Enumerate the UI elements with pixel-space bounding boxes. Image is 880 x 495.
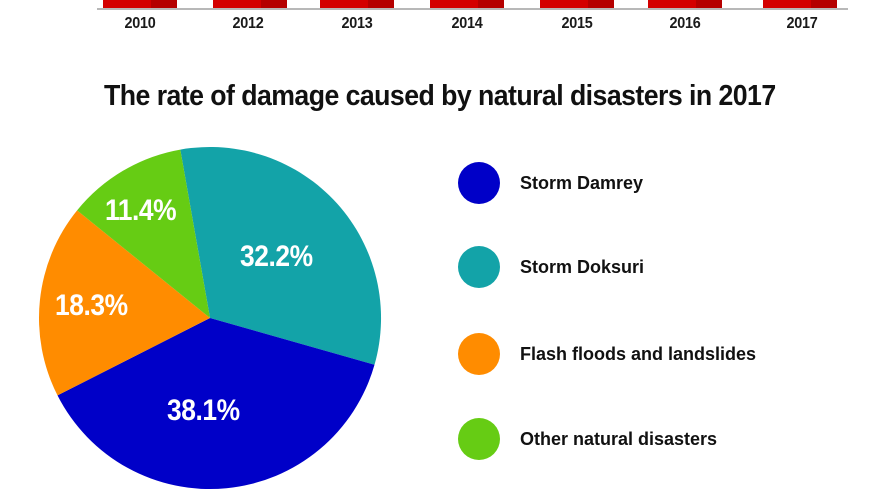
x-tick-label: 2012 [232,15,264,32]
bar-side [588,0,614,8]
pie-slice-other-disasters [77,149,210,318]
legend-label: Storm Doksuri [520,256,645,277]
bar-2016 [648,0,722,8]
x-tick-label: 2010 [124,15,156,32]
bar-2014 [430,0,504,8]
legend-label: Storm Damrey [520,172,644,193]
bar-side [151,0,177,8]
bar-2015 [540,0,614,8]
bar-side [478,0,504,8]
pie-slice-flash-floods [38,210,211,396]
bar-2010 [103,0,177,8]
legend-item-flash-floods: Flash floods and landslides [458,332,756,376]
bar-2017 [763,0,837,8]
bar-2012 [213,0,287,8]
bar-chart-fragment: 2010 2012 2013 2014 2015 2016 2017 [0,0,880,40]
pie-label-storm-damrey: 38.1% [167,394,240,427]
x-tick-label: 2015 [561,15,593,32]
pie-label-storm-doksuri: 32.2% [240,240,313,273]
legend-dot-icon [458,162,500,204]
legend-item-storm-doksuri: Storm Doksuri [458,245,644,289]
x-tick-label: 2016 [669,15,701,32]
chart-title: The rate of damage caused by natural dis… [104,80,776,112]
x-axis-line [97,8,848,10]
bar-2013 [320,0,394,8]
bar-side [368,0,394,8]
legend-dot-icon [458,246,500,288]
legend-label: Flash floods and landslides [520,343,757,364]
pie-label-flash-floods: 18.3% [55,289,128,322]
bar-side [261,0,287,8]
bar-side [696,0,722,8]
x-tick-label: 2014 [451,15,483,32]
pie-label-other-disasters: 11.4% [105,194,177,227]
x-tick-label: 2013 [341,15,373,32]
bar-side [811,0,837,8]
legend-item-storm-damrey: Storm Damrey [458,161,643,205]
pie-slice-storm-damrey [57,318,375,490]
pie-slice-storm-doksuri [180,146,382,365]
legend-dot-icon [458,418,500,460]
legend-dot-icon [458,333,500,375]
legend-item-other-disasters: Other natural disasters [458,417,717,461]
legend-label: Other natural disasters [520,428,718,449]
x-tick-label: 2017 [786,15,818,32]
